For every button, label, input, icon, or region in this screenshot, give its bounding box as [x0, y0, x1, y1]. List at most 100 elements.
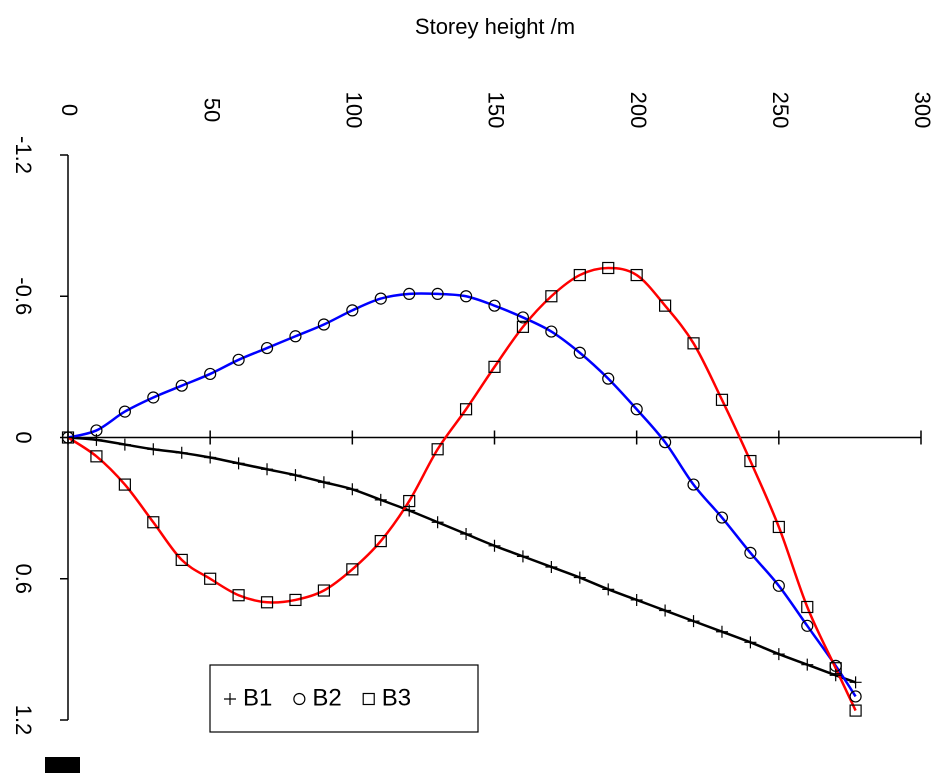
- marker: [175, 446, 188, 459]
- marker: [346, 483, 359, 496]
- marker: [289, 330, 302, 343]
- marker: [630, 593, 643, 606]
- marker: [374, 493, 387, 506]
- marker: [374, 292, 387, 305]
- marker: [687, 478, 700, 491]
- marker: [545, 560, 558, 573]
- series-line: [67, 436, 857, 684]
- marker: [260, 341, 274, 355]
- marker: [488, 539, 501, 552]
- x-tick-label: 200: [626, 92, 651, 129]
- marker: [659, 604, 672, 617]
- marker: [630, 268, 643, 282]
- marker: [602, 583, 615, 596]
- marker: [630, 403, 643, 416]
- y-tick-label: 0.6: [11, 563, 36, 594]
- marker: [147, 443, 160, 456]
- marker: [602, 372, 615, 385]
- marker: [772, 579, 785, 592]
- legend-label: B1: [243, 684, 272, 711]
- marker: [801, 600, 814, 614]
- marker: [346, 563, 359, 576]
- marker: [849, 676, 862, 689]
- marker: [516, 311, 530, 324]
- marker: [431, 443, 444, 456]
- y-tick-label: 1.2: [11, 705, 36, 736]
- marker: [459, 290, 473, 303]
- legend-box: [209, 664, 479, 733]
- marker: [545, 290, 558, 303]
- y-tick-label: -1.2: [11, 136, 36, 174]
- marker: [224, 693, 236, 705]
- marker: [204, 572, 217, 585]
- marker: [260, 596, 274, 609]
- marker: [175, 379, 188, 392]
- x-tick-label: 300: [910, 92, 935, 129]
- y-tick-label: 0: [11, 431, 36, 443]
- marker: [118, 405, 131, 418]
- marker: [849, 690, 862, 703]
- marker: [801, 619, 814, 632]
- marker: [744, 636, 757, 649]
- marker: [147, 516, 160, 529]
- marker: [147, 391, 160, 404]
- marker: [829, 662, 842, 675]
- x-tick-label: 150: [484, 92, 509, 129]
- marker: [658, 299, 672, 312]
- marker: [289, 593, 302, 607]
- marker: [204, 451, 217, 464]
- marker: [573, 268, 586, 282]
- marker: [431, 516, 444, 529]
- legend-label: B3: [382, 684, 411, 711]
- marker: [362, 692, 375, 706]
- marker: [545, 325, 558, 338]
- marker: [317, 318, 330, 331]
- marker: [772, 648, 785, 661]
- marker: [118, 438, 131, 451]
- marker: [175, 553, 188, 567]
- y-tick-label: -0.6: [11, 277, 36, 315]
- legend-label: B2: [312, 684, 341, 711]
- x-axis-label: Storey height /m: [415, 14, 575, 39]
- marker: [715, 511, 729, 524]
- corner-mark: [45, 757, 80, 773]
- marker: [232, 589, 245, 602]
- marker: [118, 478, 131, 491]
- marker: [573, 571, 586, 584]
- marker: [715, 625, 728, 638]
- marker: [573, 346, 586, 359]
- marker: [516, 550, 529, 563]
- marker: [293, 692, 306, 706]
- marker: [459, 403, 473, 416]
- marker: [317, 476, 330, 489]
- marker: [687, 337, 700, 350]
- x-tick-label: 0: [57, 104, 82, 116]
- marker: [90, 450, 103, 463]
- marker: [261, 463, 274, 476]
- x-tick-label: 100: [342, 92, 367, 129]
- marker: [687, 615, 700, 628]
- series-line: [67, 292, 857, 698]
- marker: [460, 528, 473, 541]
- marker: [289, 469, 302, 482]
- marker: [403, 494, 416, 508]
- marker: [488, 299, 501, 312]
- marker: [602, 261, 615, 275]
- marker: [744, 454, 757, 468]
- marker: [801, 658, 814, 671]
- marker: [62, 431, 74, 444]
- marker: [715, 393, 729, 406]
- marker: [431, 287, 444, 300]
- marker: [488, 360, 501, 373]
- marker: [374, 534, 387, 548]
- marker: [90, 424, 103, 437]
- marker: [403, 287, 416, 300]
- marker: [232, 353, 245, 366]
- legend: B1 B2 B3: [209, 664, 479, 733]
- marker: [204, 367, 217, 381]
- marker: [346, 304, 359, 317]
- series-line: [67, 266, 857, 712]
- marker: [61, 431, 75, 444]
